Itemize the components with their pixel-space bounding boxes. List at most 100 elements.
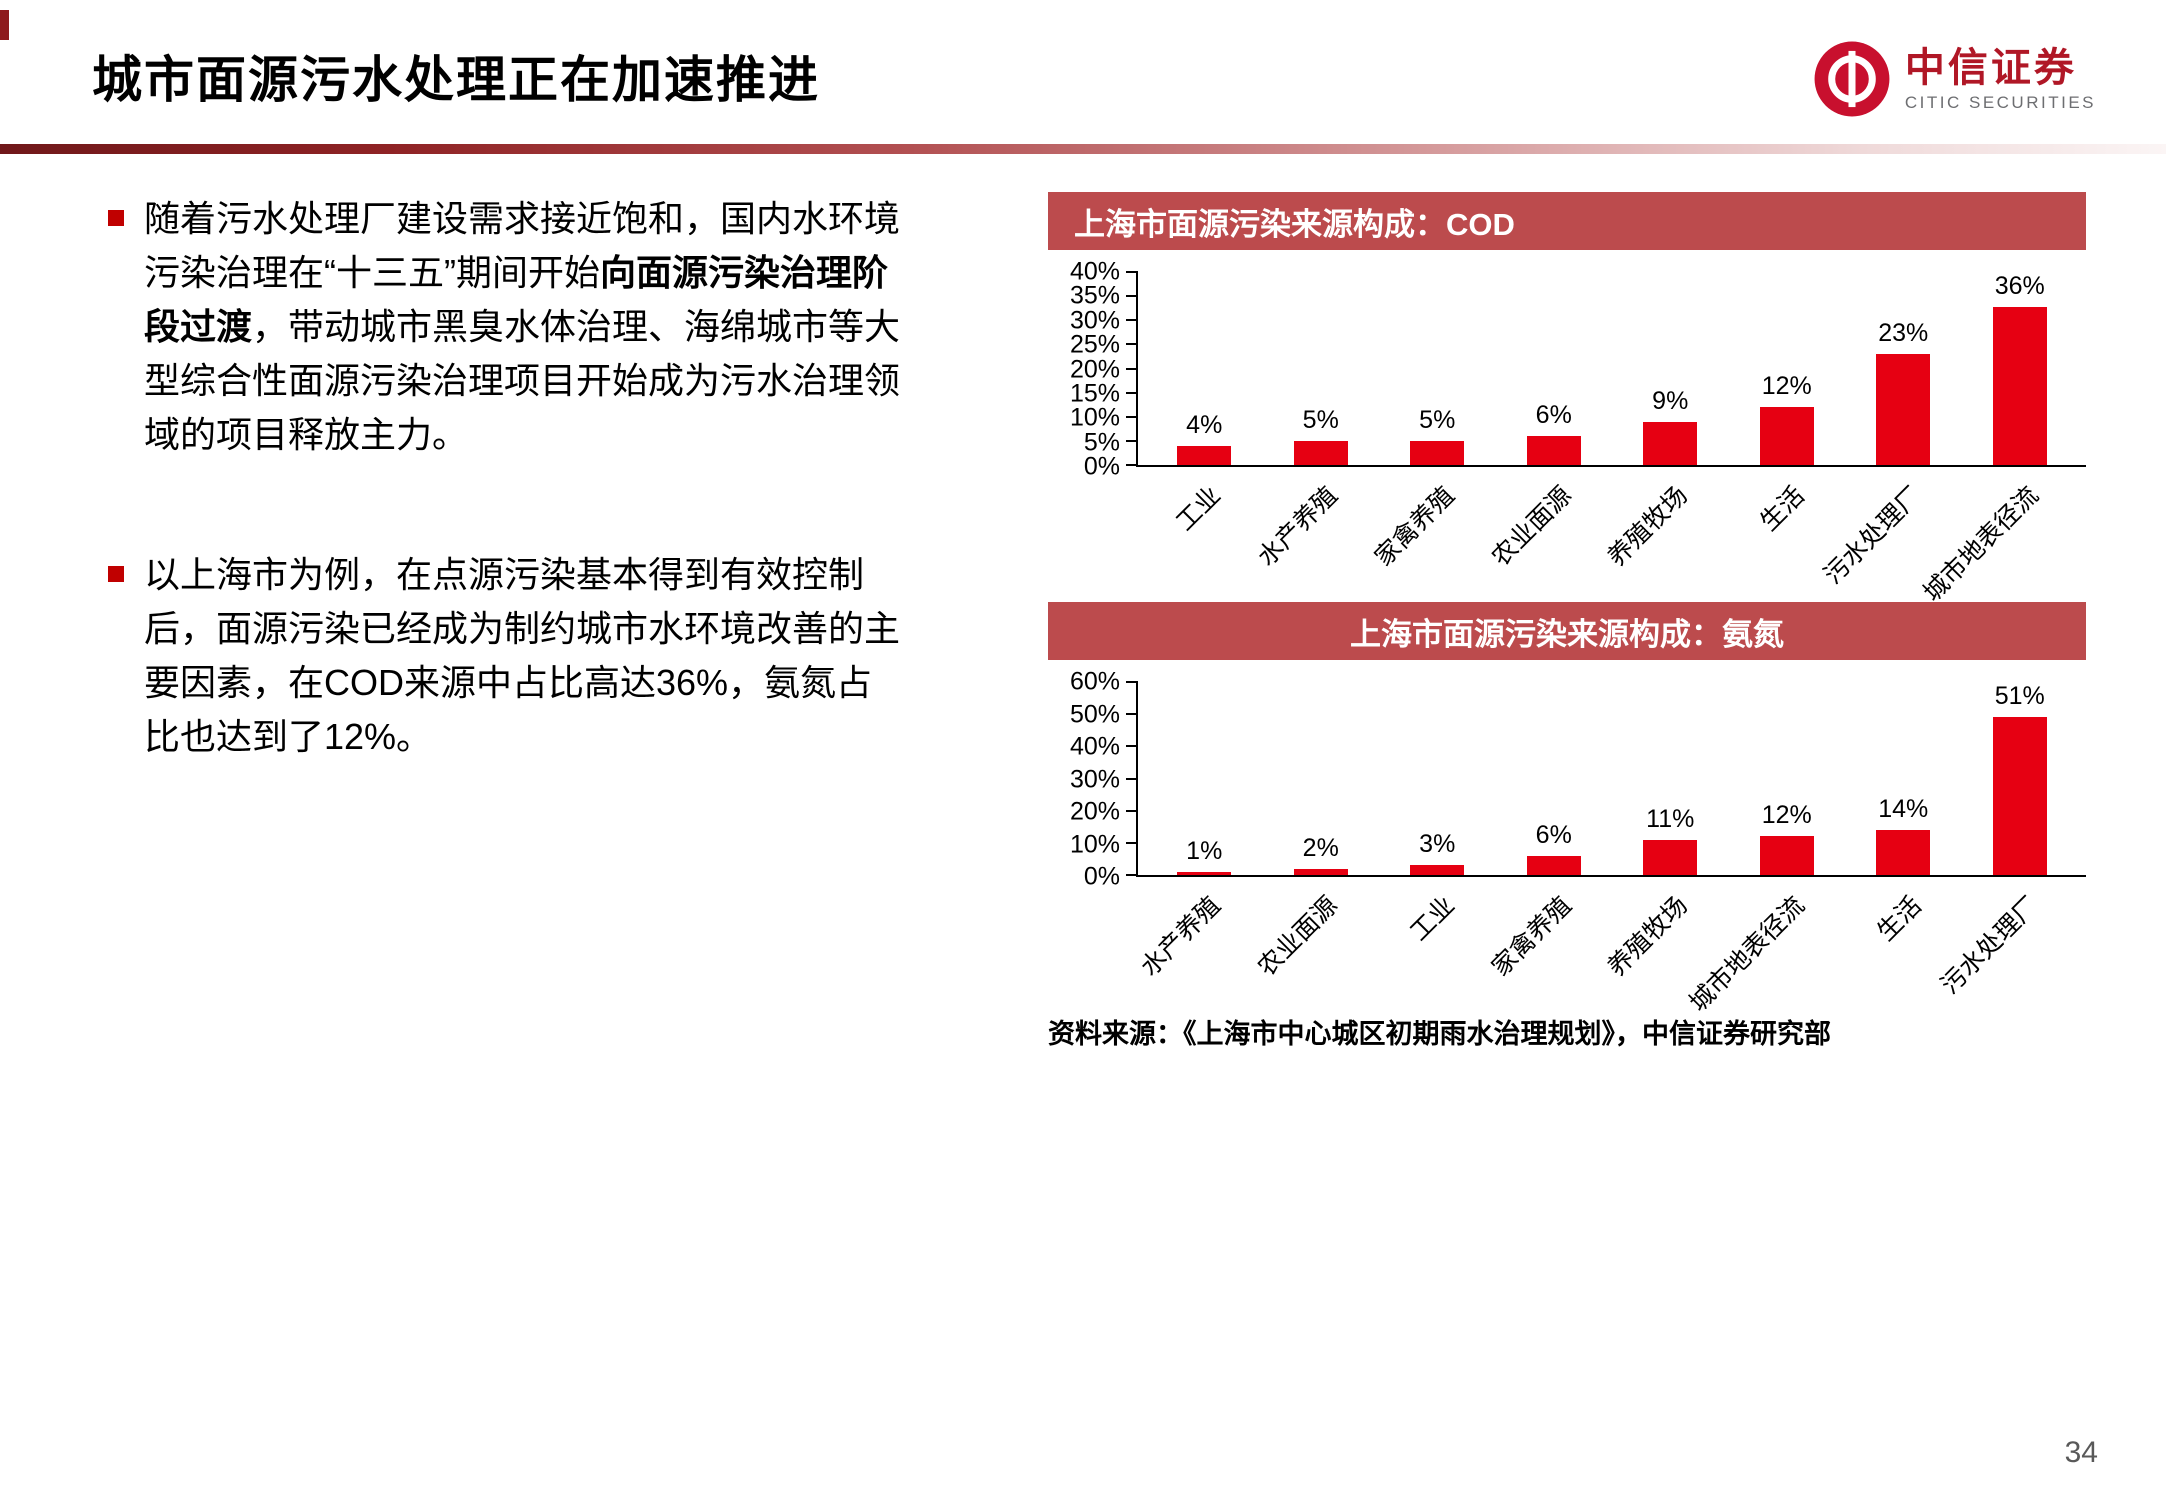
y-tick-mark <box>1126 809 1138 812</box>
y-tick-label: 0% <box>1083 862 1120 891</box>
citic-logo-icon <box>1813 40 1891 118</box>
bar <box>1643 421 1698 465</box>
bar-group-7: 23% <box>1845 272 1962 465</box>
y-tick-label: 20% <box>1069 797 1120 826</box>
bar-value-label: 23% <box>1878 319 1929 348</box>
bar-value-label: 5% <box>1419 405 1456 434</box>
y-tick-label: 5% <box>1083 428 1120 457</box>
text-column: 随着污水处理厂建设需求接近饱和，国内水环境污染治理在“十三五”期间开始向面源污染… <box>108 192 908 850</box>
bar <box>1876 829 1931 875</box>
plot-area: 1% 2% 3% 6% 11% 12% 14% 51% <box>1126 681 2086 877</box>
bar-value-label: 12% <box>1761 801 1812 830</box>
citic-logo: 中信证券 CITIC SECURITIES <box>1813 40 2096 118</box>
bar-group-5: 9% <box>1612 272 1729 465</box>
y-axis: 0% 10% 20% 30% 40% 50% 60% <box>1048 668 1136 891</box>
chart-title-cod: 上海市面源污染来源构成：COD <box>1048 192 2086 250</box>
y-tick-mark <box>1126 367 1138 370</box>
x-category-label: 生活 <box>1755 481 1811 537</box>
x-axis-labels: 工业 水产养殖 家禽养殖 农业面源 养殖牧场 生活 污水处理厂 城市地表径流 <box>1136 467 2086 607</box>
title-divider-bar <box>0 144 2166 154</box>
bullet-2-text: 以上海市为例，在点源污染基本得到有效控制后，面源污染已经成为制约城市水环境改善的… <box>144 554 901 757</box>
bar-value-label: 51% <box>1994 682 2045 710</box>
bar-value-label: 9% <box>1652 386 1689 415</box>
logo-brand-cn: 中信证券 <box>1904 45 2077 90</box>
citic-logo-text: 中信证券 CITIC SECURITIES <box>1905 46 2096 113</box>
x-category-cell: 养殖牧场 <box>1603 467 1728 582</box>
y-tick-mark <box>1126 319 1138 322</box>
bar <box>1410 440 1465 465</box>
bar-group-8: 36% <box>1962 272 2079 465</box>
plot-area: 4% 5% 5% 6% 9% 12% 23% 36% <box>1126 271 2086 467</box>
bullet-1-text: 随着污水处理厂建设需求接近饱和，国内水环境污染治理在“十三五”期间开始向面源污染… <box>144 192 908 462</box>
bar-chart-nh3: 0% 10% 20% 30% 40% 50% 60% 1% 2% 3% 6% 11% 12% 14% 51… <box>1048 668 2086 1017</box>
bar-group-1: 1% <box>1146 682 1263 875</box>
bar-group-3: 5% <box>1379 272 1496 465</box>
bullet-item-2: 以上海市为例，在点源污染基本得到有效控制后，面源污染已经成为制约城市水环境改善的… <box>108 548 908 764</box>
y-tick-mark <box>1126 681 1138 683</box>
bar-group-4: 6% <box>1496 272 1613 465</box>
y-tick-label: 10% <box>1069 403 1120 432</box>
bar <box>1876 354 1931 465</box>
y-tick-mark <box>1126 439 1138 442</box>
bar <box>1526 855 1581 875</box>
x-category-label: 水产养殖 <box>1135 891 1227 982</box>
page-number: 34 <box>2064 1436 2098 1469</box>
bar-value-label: 36% <box>1994 272 2045 300</box>
bar <box>1992 307 2047 465</box>
chart-panel-nh3: 上海市面源污染来源构成：氨氮 0% 10% 20% 30% 40% 50% 60% 1% 2%… <box>1048 602 2086 1017</box>
bar-group-6: 12% <box>1729 272 1846 465</box>
x-category-label: 养殖牧场 <box>1602 891 1694 982</box>
y-tick-label: 0% <box>1083 452 1120 481</box>
bar-group-1: 4% <box>1146 272 1263 465</box>
bar-value-label: 1% <box>1186 836 1223 865</box>
x-category-cell: 城市地表径流 <box>1684 877 1845 1017</box>
bar <box>1410 865 1465 875</box>
bullet-square-icon <box>108 210 124 226</box>
x-category-label: 家禽养殖 <box>1369 481 1460 572</box>
x-category-cell: 家禽养殖 <box>1369 467 1495 582</box>
bullet-1-bold: 向面源污染治理阶段过渡 <box>144 252 888 347</box>
bullet-square-icon <box>108 566 124 582</box>
bar-group-4: 6% <box>1496 682 1613 875</box>
bar <box>1177 871 1232 875</box>
bar-group-2: 5% <box>1263 272 1380 465</box>
bar-value-label: 6% <box>1535 820 1572 849</box>
bullet-1-post: ，带动城市黑臭水体治理、海绵城市等大型综合性面源污染治理项目开始成为污水治理领域… <box>144 306 901 455</box>
x-category-cell: 污水处理厂 <box>1935 877 2078 999</box>
x-category-cell: 工业 <box>1378 877 1495 992</box>
y-tick-mark <box>1126 841 1138 844</box>
y-tick-mark <box>1126 271 1138 273</box>
bar-value-label: 14% <box>1878 794 1929 823</box>
x-category-cell: 工业 <box>1144 467 1261 582</box>
bar-group-2: 2% <box>1263 682 1380 875</box>
x-category-label: 养殖牧场 <box>1602 481 1694 572</box>
x-category-label: 农业面源 <box>1486 481 1577 572</box>
charts-column: 上海市面源污染来源构成：COD 0% 5% 10% 15% 20% 25% 30% 35% 40… <box>1048 192 2086 1051</box>
bar <box>1293 868 1348 875</box>
bullet-item-1: 随着污水处理厂建设需求接近饱和，国内水环境污染治理在“十三五”期间开始向面源污染… <box>108 192 908 462</box>
y-tick-label: 10% <box>1069 830 1120 859</box>
x-category-label: 工业 <box>1404 891 1460 947</box>
bar-value-label: 3% <box>1419 830 1456 859</box>
y-tick-mark <box>1126 464 1138 466</box>
bar <box>1643 839 1698 875</box>
y-tick-mark <box>1126 777 1138 780</box>
bar-value-label: 2% <box>1302 833 1339 862</box>
logo-brand-en: CITIC SECURITIES <box>1904 92 2096 112</box>
y-tick-mark <box>1126 343 1138 346</box>
y-tick-mark <box>1126 391 1138 394</box>
bar-group-8: 51% <box>1962 682 2079 875</box>
page-title: 城市面源污水处理正在加速推进 <box>92 52 820 108</box>
x-category-label: 农业面源 <box>1252 891 1344 982</box>
y-axis: 0% 5% 10% 15% 20% 25% 30% 35% 40% <box>1048 258 1136 481</box>
y-tick-label: 40% <box>1069 257 1120 286</box>
y-tick-mark <box>1126 874 1138 876</box>
x-axis-labels: 水产养殖 农业面源 工业 家禽养殖 养殖牧场 城市地表径流 生活 污水处理厂 <box>1136 877 2086 1017</box>
y-tick-label: 60% <box>1069 667 1120 696</box>
y-tick-label: 50% <box>1069 700 1120 728</box>
bar-value-label: 12% <box>1761 372 1812 401</box>
bar-value-label: 6% <box>1535 401 1572 430</box>
y-tick-label: 30% <box>1069 765 1120 793</box>
x-category-label: 水产养殖 <box>1252 481 1344 572</box>
